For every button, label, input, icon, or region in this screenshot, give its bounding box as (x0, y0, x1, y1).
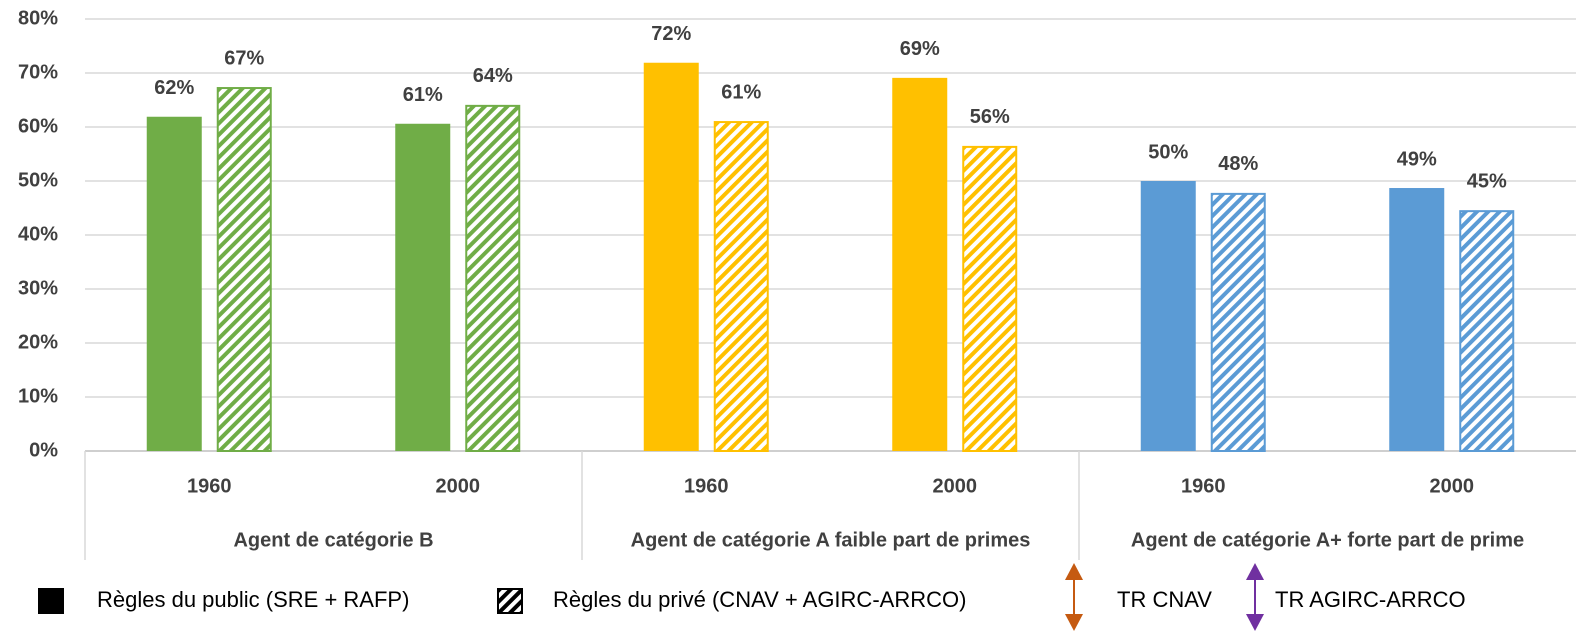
x-tick-label: 2000 (933, 475, 978, 497)
y-tick-label: 0% (29, 439, 58, 461)
x-tick-label: 1960 (684, 475, 729, 497)
y-tick-label: 20% (18, 331, 58, 353)
value-label: 64% (473, 65, 513, 87)
value-label: 62% (154, 77, 194, 99)
legend-swatch (38, 588, 64, 614)
group-label: Agent de catégorie A+ forte part de prim… (1131, 529, 1524, 551)
x-tick-label: 2000 (436, 475, 481, 497)
bar (1389, 188, 1445, 451)
value-label: 49% (1397, 148, 1437, 170)
value-label: 48% (1218, 153, 1258, 175)
value-label: 61% (721, 81, 761, 103)
value-label: 69% (900, 38, 940, 60)
x-tick-label: 1960 (1181, 475, 1226, 497)
y-tick-label: 10% (18, 385, 58, 407)
value-label: 50% (1148, 141, 1188, 163)
bar (1459, 210, 1515, 452)
y-tick-label: 70% (18, 61, 58, 83)
value-label: 56% (970, 106, 1010, 128)
y-tick-label: 40% (18, 223, 58, 245)
legend-arrow-head (1065, 563, 1083, 580)
legend-arrow-head (1246, 614, 1264, 631)
bar (216, 87, 272, 452)
x-tick-label: 1960 (187, 475, 232, 497)
legend-label: TR CNAV (1117, 587, 1212, 612)
legend-label: TR AGIRC-ARRCO (1275, 587, 1466, 612)
group-label: Agent de catégorie B (233, 529, 433, 551)
bar (643, 62, 699, 452)
x-tick-label: 2000 (1430, 475, 1475, 497)
legend-label: Règles du privé (CNAV + AGIRC-ARRCO) (553, 587, 966, 612)
bar (395, 123, 451, 451)
group-label: Agent de catégorie A faible part de prim… (631, 529, 1031, 551)
legend-arrow-head (1246, 563, 1264, 580)
bar (465, 104, 521, 453)
value-label: 67% (224, 47, 264, 69)
legend-arrow-head (1065, 614, 1083, 631)
y-tick-label: 30% (18, 277, 58, 299)
legend-label: Règles du public (SRE + RAFP) (97, 587, 409, 612)
value-label: 72% (651, 23, 691, 45)
value-label: 61% (403, 84, 443, 106)
y-tick-label: 50% (18, 169, 58, 191)
bar (892, 77, 948, 452)
y-tick-label: 60% (18, 115, 58, 137)
bar (713, 121, 769, 452)
y-tick-label: 80% (18, 7, 58, 29)
value-label: 45% (1467, 170, 1507, 192)
bar (1210, 192, 1266, 452)
bar (962, 145, 1018, 452)
bar (1140, 181, 1196, 451)
legend-swatch (497, 588, 523, 614)
bar (146, 116, 202, 452)
